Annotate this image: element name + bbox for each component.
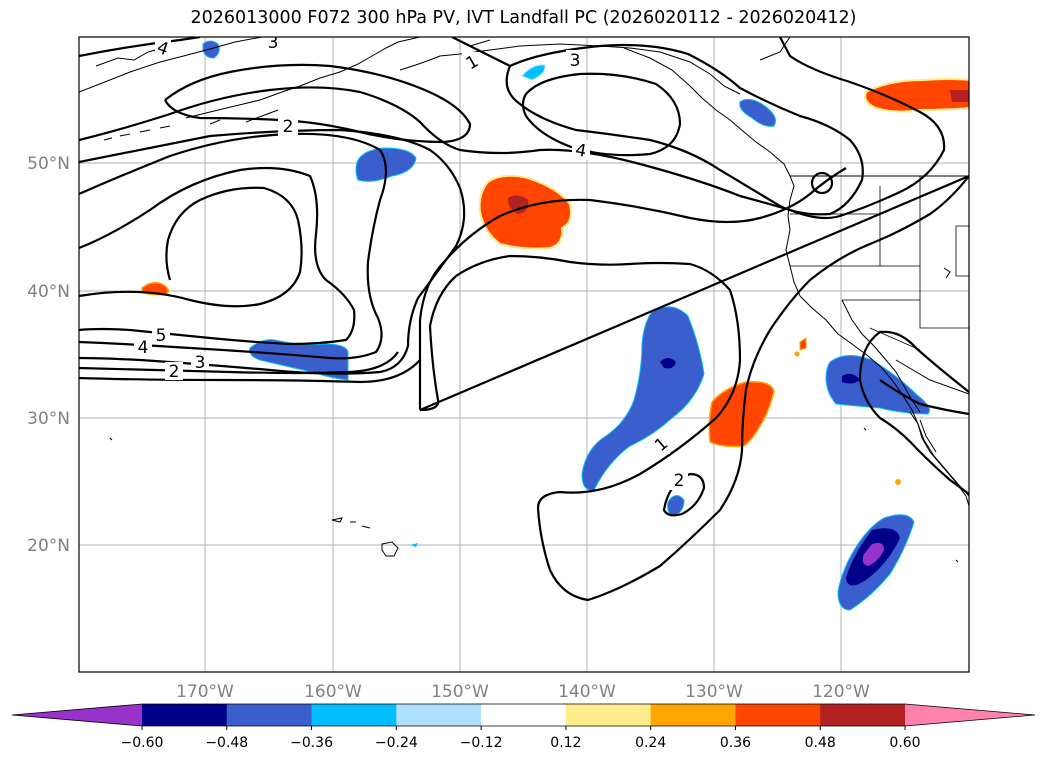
colorbar-segment [396,704,482,726]
neg-region-central-pacific [581,306,705,491]
lon-tick-120w: 120°W [812,682,870,702]
lat-tick-50n: 50°N [27,154,70,174]
pos-region-northeast-pacific [478,174,572,250]
coast-bc [623,37,795,231]
colorbar-segment [735,704,821,726]
colorbar-tick-label: 0.24 [635,735,666,751]
colorbar-tick-label: −0.12 [460,735,503,751]
map-content: 4 3 1 3 2 4 5 4 3 2 1 2 [79,33,969,672]
pv-contour-small-circle [810,171,834,195]
pv-label-2-central: 2 [674,471,685,491]
islands-hawaii [331,517,399,557]
pv-contour-3 [79,132,388,360]
colorbar-tick-label: 0.36 [720,735,751,751]
pv-label-5-west: 5 [156,326,167,346]
pv-label-4-gulf: 4 [574,140,588,162]
neg-min-mexico-pacific [862,542,884,566]
pv-label-3-west: 3 [195,353,206,373]
colorbar-segment [142,704,228,726]
pv-contours [79,37,969,602]
neg-region-aleutian-west [202,40,220,59]
pv-contour-2 [79,166,356,346]
pv-label-3-gulf: 3 [570,51,581,71]
pv-contour-labels: 4 3 1 3 2 4 5 4 3 2 1 2 [134,33,688,491]
lon-tick-170w: 170°W [176,682,234,702]
island-cedros [943,267,951,279]
lat-tick-20n: 20°N [27,536,70,556]
colorbar-segment [650,704,736,726]
lat-tick-labels: 50°N 40°N 30°N 20°N [27,154,70,556]
lon-tick-160w: 160°W [304,682,362,702]
pv-contour-trough [79,37,946,220]
pv-contour-baja [858,330,969,495]
colorbar-segment [820,704,906,726]
map-frame [78,36,970,673]
island-midway [109,437,113,441]
pos-dot-california-small [794,351,800,357]
pv-label-2-north: 2 [283,117,294,137]
colorbar-tick-label: −0.48 [205,735,248,751]
colorbar-tick-label: 0.12 [550,735,581,751]
colorbar-extend-max [905,704,1035,726]
colorbar-tick-label: 0.60 [889,735,920,751]
islands-aleutians [103,119,221,141]
lat-tick-40n: 40°N [27,282,70,302]
colorbar-tick-label: −0.36 [290,735,333,751]
pv-contour-6 [79,351,399,375]
lon-tick-150w: 150°W [431,682,489,702]
coastlines [79,37,969,563]
pos-region-subtropical-east [708,380,775,448]
pv-contour-gulf [451,37,864,216]
map-title: 2026013000 F072 300 hPa PV, IVT Landfall… [190,8,857,28]
colorbar-segment [311,704,397,726]
pv-contour-1 [79,186,303,308]
ivt-shading [141,40,969,611]
colorbar-tick-label: −0.60 [121,735,164,751]
lon-tick-labels: 170°W 160°W 150°W 140°W 130°W 120°W [176,682,870,702]
pv-contour-ridge [79,37,472,144]
colorbar-segment [226,704,313,726]
neg-region-hawaii-east [667,495,685,517]
pv-label-3-nw: 3 [268,33,279,53]
pv-contour-big [418,167,969,602]
colorbar-extend-min [12,704,142,726]
coast-alaska-peninsula [79,37,421,123]
lon-tick-140w: 140°W [558,682,616,702]
lon-tick-130w: 130°W [685,682,743,702]
pos-dot-california [799,337,807,351]
pv-label-4-west: 4 [138,338,149,358]
island-guadalupe [863,427,867,431]
pos-core-northeast-pacific [508,195,529,214]
pv-label-2-west: 2 [169,362,180,382]
neg-region-gulf-small [521,64,546,81]
neg-core-baja [842,373,860,384]
colorbar-tick-label: −0.24 [375,735,418,751]
gridlines [79,37,969,672]
neg-core-central-pacific [660,358,676,369]
pos-dot-mexico [895,479,901,485]
lat-tick-30n: 30°N [27,409,70,429]
border-us-mexico [895,359,969,395]
coast-mexico [909,411,969,497]
colorbar-segment [481,704,567,726]
islands-revillagigedo [955,559,959,563]
pos-core-canada [950,90,969,102]
neg-region-hawaii-tiny [410,543,418,547]
coast-alaska-south [399,39,741,95]
neg-region-bc-coast [739,98,776,127]
colorbar: −0.60 −0.48 −0.36 −0.24 −0.12 0.12 0.24 0.36 0.4… [11,703,1036,751]
colorbar-segment [565,704,652,726]
pv-contour-gulf-inner [521,72,682,157]
colorbar-tick-label: 0.48 [805,735,836,751]
pv-contour-5 [79,359,421,384]
pos-region-canada [864,78,969,113]
neg-region-subtropical-west [249,339,349,381]
